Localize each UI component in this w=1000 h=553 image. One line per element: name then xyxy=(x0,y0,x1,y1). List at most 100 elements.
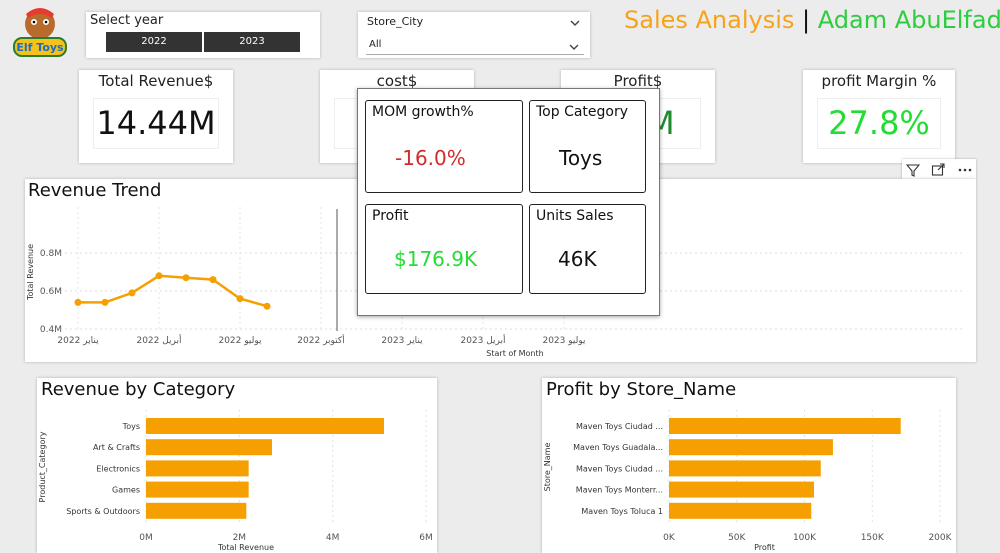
kpi-total-revenue: Total Revenue$ 14.44M xyxy=(79,70,233,163)
kpi-frame xyxy=(93,98,219,149)
city-slicer: Store_City All xyxy=(358,12,590,58)
store-plot: 0K 50K 100K 150K 200K Maven Toys Ciudad ... Ma… xyxy=(543,410,953,552)
tile-value: $176.9K xyxy=(394,247,478,271)
title-separator: | xyxy=(802,6,811,34)
chart-title: Revenue by Category xyxy=(41,379,236,400)
bar xyxy=(669,418,901,434)
kpi-title: Profit$ xyxy=(613,72,663,90)
bar xyxy=(146,439,272,456)
data-point xyxy=(209,276,217,284)
focus-mode-icon[interactable] xyxy=(931,162,945,181)
filter-icon[interactable] xyxy=(905,162,921,181)
x-tick-label: 150K xyxy=(861,533,885,543)
tooltip-profit: Profit $176.9K xyxy=(365,204,523,294)
y-tick-label: 0.4M xyxy=(40,325,62,335)
series-line xyxy=(78,274,268,308)
data-point xyxy=(236,295,244,303)
x-axis-label: Start of Month xyxy=(486,349,543,358)
y-axis-label: Store_Name xyxy=(543,443,552,492)
bar xyxy=(669,439,833,456)
logo-image: Elf Toys xyxy=(13,8,67,57)
bar xyxy=(146,418,384,434)
x-tick-label: يوليو 2022 xyxy=(218,336,262,346)
page-title: Sales Analysis | Adam AbuElfadl xyxy=(624,6,1000,34)
category-label: Maven Toys Toluca 1 xyxy=(581,507,663,516)
x-tick-label: 6M xyxy=(419,533,433,543)
tooltip-mom-growth: MOM growth% -16.0% xyxy=(365,100,523,193)
category-label: Electronics xyxy=(96,464,140,473)
bar xyxy=(146,481,249,498)
category-label: Games xyxy=(112,486,140,495)
city-slicer-label: Store_City xyxy=(367,15,424,28)
x-axis-label: Total Revenue xyxy=(217,543,274,552)
data-point xyxy=(74,298,82,306)
tile-value: Toys xyxy=(559,146,603,170)
category-label: Maven Toys Ciudad ... xyxy=(576,422,663,431)
category-label: Art & Crafts xyxy=(93,443,140,452)
kpi-frame xyxy=(817,98,941,149)
chart-title: Revenue Trend xyxy=(28,180,162,201)
x-tick-label: 0M xyxy=(139,533,153,543)
bar xyxy=(669,481,814,498)
year-option-label: 2023 xyxy=(239,36,265,47)
data-point xyxy=(182,274,190,282)
tile-value: -16.0% xyxy=(395,146,466,170)
x-tick-label: 2M xyxy=(233,533,247,543)
year-option-2023[interactable]: 2023 xyxy=(204,32,300,52)
y-tick-label: 0.8M xyxy=(40,249,62,259)
title-part-2: Adam AbuElfadl xyxy=(817,6,1000,34)
city-dropdown[interactable]: All xyxy=(366,36,584,55)
category-plot: 0M 2M 4M 6M Toys Art & Crafts Electronics Games… xyxy=(38,410,433,552)
tooltip-top-category: Top Category Toys xyxy=(529,100,646,193)
kpi-profit-margin: profit Margin % 27.8% xyxy=(803,70,955,163)
city-dropdown-value: All xyxy=(369,39,382,50)
chevron-up-icon[interactable] xyxy=(569,14,581,26)
title-part-1: Sales Analysis xyxy=(624,6,795,34)
x-tick-label: 4M xyxy=(326,533,340,543)
year-option-label: 2022 xyxy=(141,36,167,47)
x-tick-label: 100K xyxy=(793,533,817,543)
x-tick-label: 50K xyxy=(728,533,746,543)
x-tick-label: 200K xyxy=(928,533,952,543)
tile-title: Profit xyxy=(372,208,409,224)
trend-plot: 0.4M 0.6M 0.8M يناير 2022 أبريل 2022 يوليو 20… xyxy=(26,207,965,358)
bar xyxy=(669,460,821,477)
y-tick-label: 0.6M xyxy=(40,287,62,297)
x-tick-label: 0K xyxy=(663,533,676,543)
category-label: Maven Toys Monterr... xyxy=(576,486,663,495)
chevron-down-icon xyxy=(568,38,580,50)
x-tick-label: أبريل 2023 xyxy=(460,334,505,346)
bar xyxy=(146,460,249,477)
year-option-2022[interactable]: 2022 xyxy=(106,32,202,52)
logo: Elf Toys xyxy=(8,4,72,66)
data-point xyxy=(101,298,109,306)
x-tick-label: يناير 2022 xyxy=(57,336,99,346)
tooltip-units-sales: Units Sales 46K xyxy=(529,204,646,294)
data-point xyxy=(128,289,136,297)
x-axis-label: Profit xyxy=(754,543,775,552)
svg-text:Elf Toys: Elf Toys xyxy=(16,41,64,54)
kpi-value: 27.8% xyxy=(828,104,930,142)
more-options-icon[interactable] xyxy=(957,162,973,181)
x-tick-label: أكتوبر 2022 xyxy=(297,334,344,346)
kpi-title: Total Revenue$ xyxy=(98,72,214,90)
visual-header xyxy=(902,159,976,179)
category-label: Toys xyxy=(122,422,140,431)
tile-title: Top Category xyxy=(536,104,629,120)
tile-title: Units Sales xyxy=(536,208,614,224)
category-label: Sports & Outdoors xyxy=(66,507,140,516)
category-label: Maven Toys Guadala... xyxy=(573,443,663,452)
data-point xyxy=(155,272,163,280)
kpi-title: profit Margin % xyxy=(821,72,937,90)
year-slicer: Select year 2022 2023 xyxy=(86,12,320,58)
category-label: Maven Toys Ciudad ... xyxy=(576,464,663,473)
kpi-value: 14.44M xyxy=(96,104,216,142)
y-axis-label: Total Revenue xyxy=(26,244,35,301)
bar xyxy=(669,502,812,519)
x-tick-label: يوليو 2023 xyxy=(542,336,586,346)
x-tick-label: يناير 2023 xyxy=(381,336,423,346)
x-tick-label: أبريل 2022 xyxy=(136,334,181,346)
tile-title: MOM growth% xyxy=(372,104,474,120)
y-axis-label: Product_Category xyxy=(38,431,47,502)
year-slicer-label: Select year xyxy=(90,13,164,28)
